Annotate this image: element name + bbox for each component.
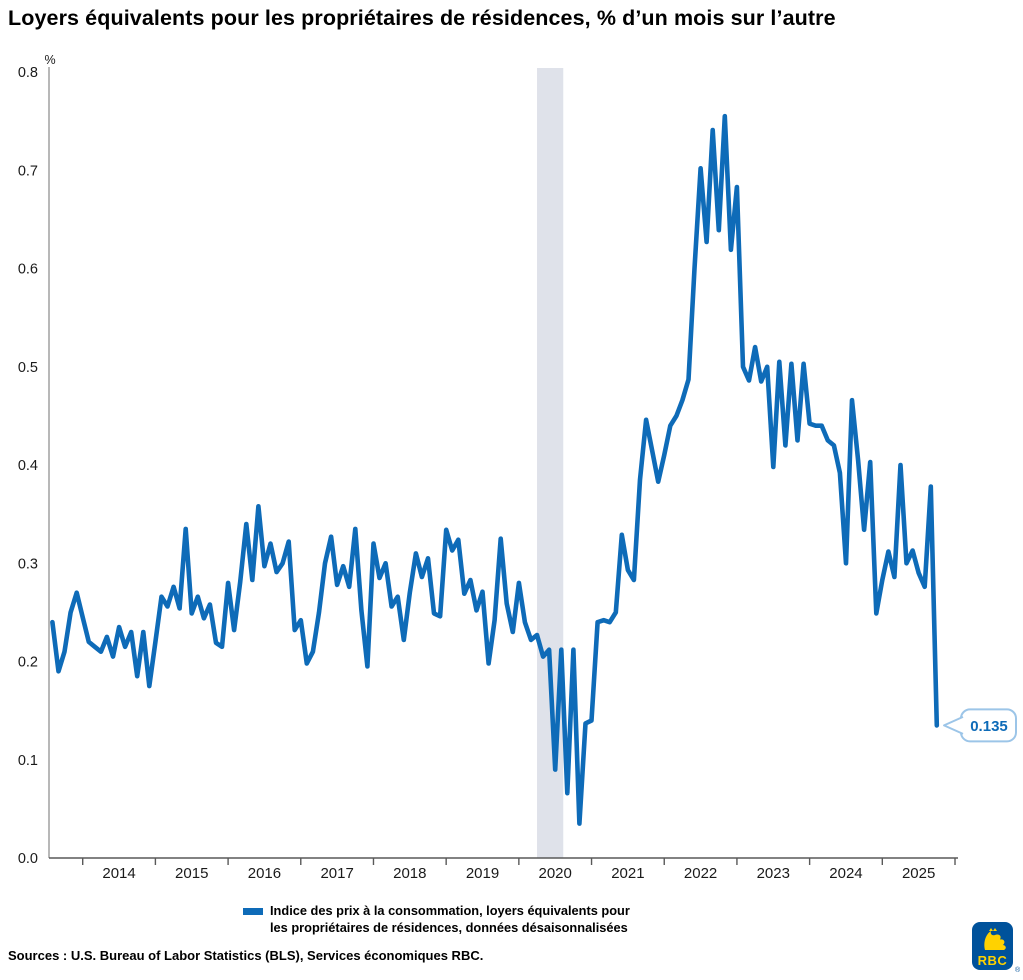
y-tick-label: 0.1 — [18, 753, 38, 769]
rbc-logo-registered: ® — [1015, 966, 1021, 974]
x-tick-label: 2025 — [902, 865, 935, 882]
y-tick-label: 0.5 — [18, 360, 38, 376]
oer-series-line — [50, 113, 940, 826]
legend-label-line2: les propriétaires de résidences, données… — [270, 919, 628, 935]
x-tick-label: 2015 — [175, 865, 208, 882]
x-tick-label: 2017 — [320, 865, 353, 882]
rbc-logo-crown — [989, 928, 997, 931]
rbc-logo-lion — [984, 931, 1006, 950]
last-value-callout: 0.135 — [943, 708, 1017, 743]
sources-note: Sources : U.S. Bureau of Labor Statistic… — [8, 948, 484, 963]
y-tick-label: 0.8 — [18, 65, 38, 81]
callout-value: 0.135 — [970, 718, 1008, 735]
page-title: Loyers équivalents pour les propriétaire… — [8, 6, 836, 30]
x-tick-label: 2018 — [393, 865, 426, 882]
x-tick-label: 2019 — [466, 865, 499, 882]
y-tick-label: 0.0 — [18, 851, 38, 867]
y-tick-label: 0.3 — [18, 556, 38, 572]
rbc-logo-text: RBC — [978, 953, 1008, 968]
y-tick-label: 0.6 — [18, 262, 38, 278]
x-tick-label: 2020 — [539, 865, 572, 882]
x-tick-label: 2023 — [757, 865, 790, 882]
y-tick-label: 0.4 — [18, 458, 38, 474]
legend-label-line1: Indice des prix à la consommation, loyer… — [270, 903, 630, 918]
x-tick-label: 2016 — [248, 865, 281, 882]
x-tick-label: 2022 — [684, 865, 717, 882]
y-tick-label: 0.2 — [18, 655, 38, 671]
x-tick-label: 2014 — [102, 865, 135, 882]
legend-line-swatch — [243, 908, 263, 915]
y-tick-label: 0.7 — [18, 163, 38, 179]
x-tick-label: 2024 — [829, 865, 862, 882]
recession-band — [537, 68, 564, 858]
oer-line-chart: 0.0 0.1 0.2 0.3 0.4 0.5 0.6 0.7 0.8% 2014 2015 2016… — [18, 53, 1017, 882]
y-axis-unit: % — [44, 53, 55, 67]
chart-legend: Indice des prix à la consommation, loyer… — [243, 903, 630, 936]
x-tick-label: 2021 — [611, 865, 644, 882]
callout-arrow — [943, 715, 964, 735]
rbc-logo: RBC ® — [972, 922, 1021, 974]
callout-arrow-mask — [962, 718, 968, 733]
legend-label: Indice des prix à la consommation, loyer… — [270, 903, 630, 936]
